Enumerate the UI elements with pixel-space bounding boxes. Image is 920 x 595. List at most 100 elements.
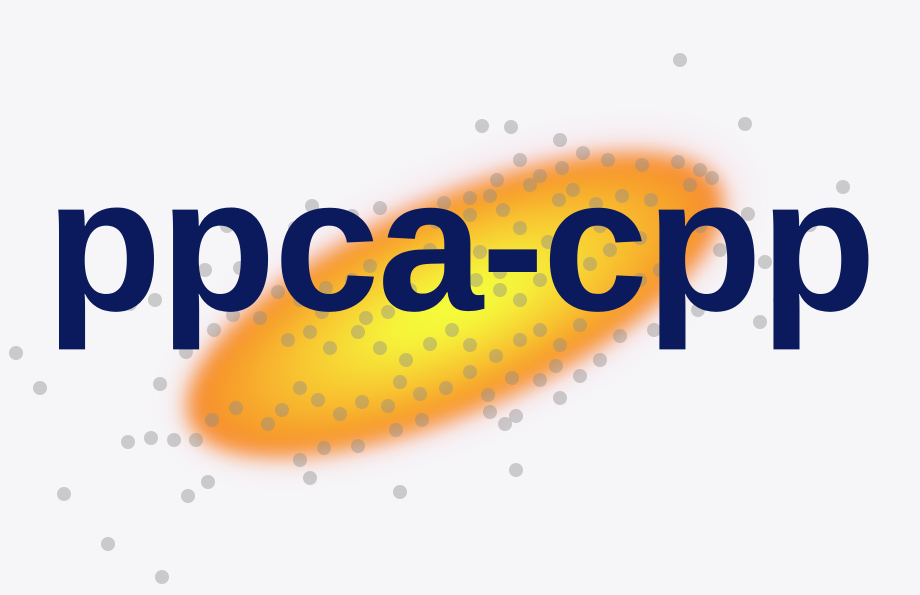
scatter-point — [233, 261, 247, 275]
scatter-point — [181, 489, 195, 503]
scatter-point — [399, 353, 413, 367]
scatter-point — [220, 219, 234, 233]
scatter-point — [613, 283, 627, 297]
scatter-point — [463, 208, 477, 222]
scatter-point — [633, 231, 647, 245]
scatter-point — [176, 275, 190, 289]
scatter-point — [293, 293, 307, 307]
scatter-point — [533, 323, 547, 337]
scatter-point — [493, 265, 507, 279]
scatter-point — [683, 178, 697, 192]
scatter-point — [552, 193, 566, 207]
scatter-point — [493, 283, 507, 297]
scatter-point — [741, 207, 755, 221]
scatter-point — [483, 405, 497, 419]
scatter-point — [589, 197, 603, 211]
scatter-point — [311, 393, 325, 407]
scatter-point — [513, 293, 527, 307]
scatter-point — [437, 196, 451, 210]
scatter-point — [483, 189, 497, 203]
scatter-point — [523, 178, 537, 192]
scatter-point — [453, 233, 467, 247]
scatter-point — [167, 433, 181, 447]
scatter-point — [189, 433, 203, 447]
scatter-point — [647, 323, 661, 337]
scatter-point — [836, 180, 850, 194]
scatter-point — [653, 263, 667, 277]
scatter-point — [381, 399, 395, 413]
scatter-point — [148, 293, 162, 307]
scatter-point — [345, 209, 359, 223]
scatter-point — [425, 293, 439, 307]
scatter-point — [583, 257, 597, 271]
scatter-point — [773, 293, 787, 307]
scatter-point — [758, 255, 772, 269]
scatter-point — [429, 215, 443, 229]
scatter-point — [496, 203, 510, 217]
scatter-point — [738, 117, 752, 131]
scatter-point — [555, 161, 569, 175]
scatter-point — [351, 325, 365, 339]
scatter-point — [593, 219, 607, 233]
scatter-point — [323, 341, 337, 355]
scatter-point — [705, 171, 719, 185]
scatter-point — [533, 169, 547, 183]
scatter-point — [573, 369, 587, 383]
scatter-point — [205, 413, 219, 427]
scatter-point — [363, 259, 377, 273]
scatter-point — [513, 333, 527, 347]
scatter-point — [504, 120, 518, 134]
scatter-point — [253, 243, 267, 257]
scatter-point — [57, 487, 71, 501]
scatter-point — [693, 219, 707, 233]
scatter-point — [305, 199, 319, 213]
scatter-point — [337, 293, 351, 307]
scatter-point — [473, 245, 487, 259]
scatter-point — [261, 417, 275, 431]
scatter-point — [359, 311, 373, 325]
scatter-point — [393, 375, 407, 389]
scatter-point — [303, 471, 317, 485]
scatter-point — [673, 53, 687, 67]
scatter-point — [615, 189, 629, 203]
scatter-point — [373, 201, 387, 215]
scatter-point — [713, 243, 727, 257]
scatter-point — [381, 305, 395, 319]
scatter-point — [317, 441, 331, 455]
scatter-point — [553, 338, 567, 352]
scatter-point — [403, 283, 417, 297]
scatter-point — [155, 570, 169, 584]
scatter-point — [589, 293, 603, 307]
scatter-point — [533, 273, 547, 287]
scatter-point — [644, 193, 658, 207]
scatter-point — [123, 297, 137, 311]
scatter-point — [693, 163, 707, 177]
scatter-point — [541, 235, 555, 249]
scatter-point — [319, 281, 333, 295]
scatter-point — [9, 346, 23, 360]
scatter-point — [566, 183, 580, 197]
scatter-point — [549, 359, 563, 373]
scatter-point — [663, 225, 677, 239]
scatter-point — [463, 365, 477, 379]
scatter-point — [509, 409, 523, 423]
scatter-point — [573, 213, 587, 227]
scatter-point — [498, 417, 512, 431]
scatter-point — [513, 221, 527, 235]
scatter-point — [553, 391, 567, 405]
scatter-point — [355, 395, 369, 409]
scatter-point — [445, 323, 459, 337]
scatter-point — [275, 403, 289, 417]
scatter-point — [271, 285, 285, 299]
scatter-point — [403, 255, 417, 269]
scatter-point — [613, 329, 627, 343]
scatter-point — [121, 435, 135, 449]
scatter-point — [593, 353, 607, 367]
scatter-point — [513, 153, 527, 167]
scatter-point — [553, 263, 567, 277]
scatter-point — [226, 308, 240, 322]
scatter-point — [315, 305, 329, 319]
scatter-point — [413, 387, 427, 401]
